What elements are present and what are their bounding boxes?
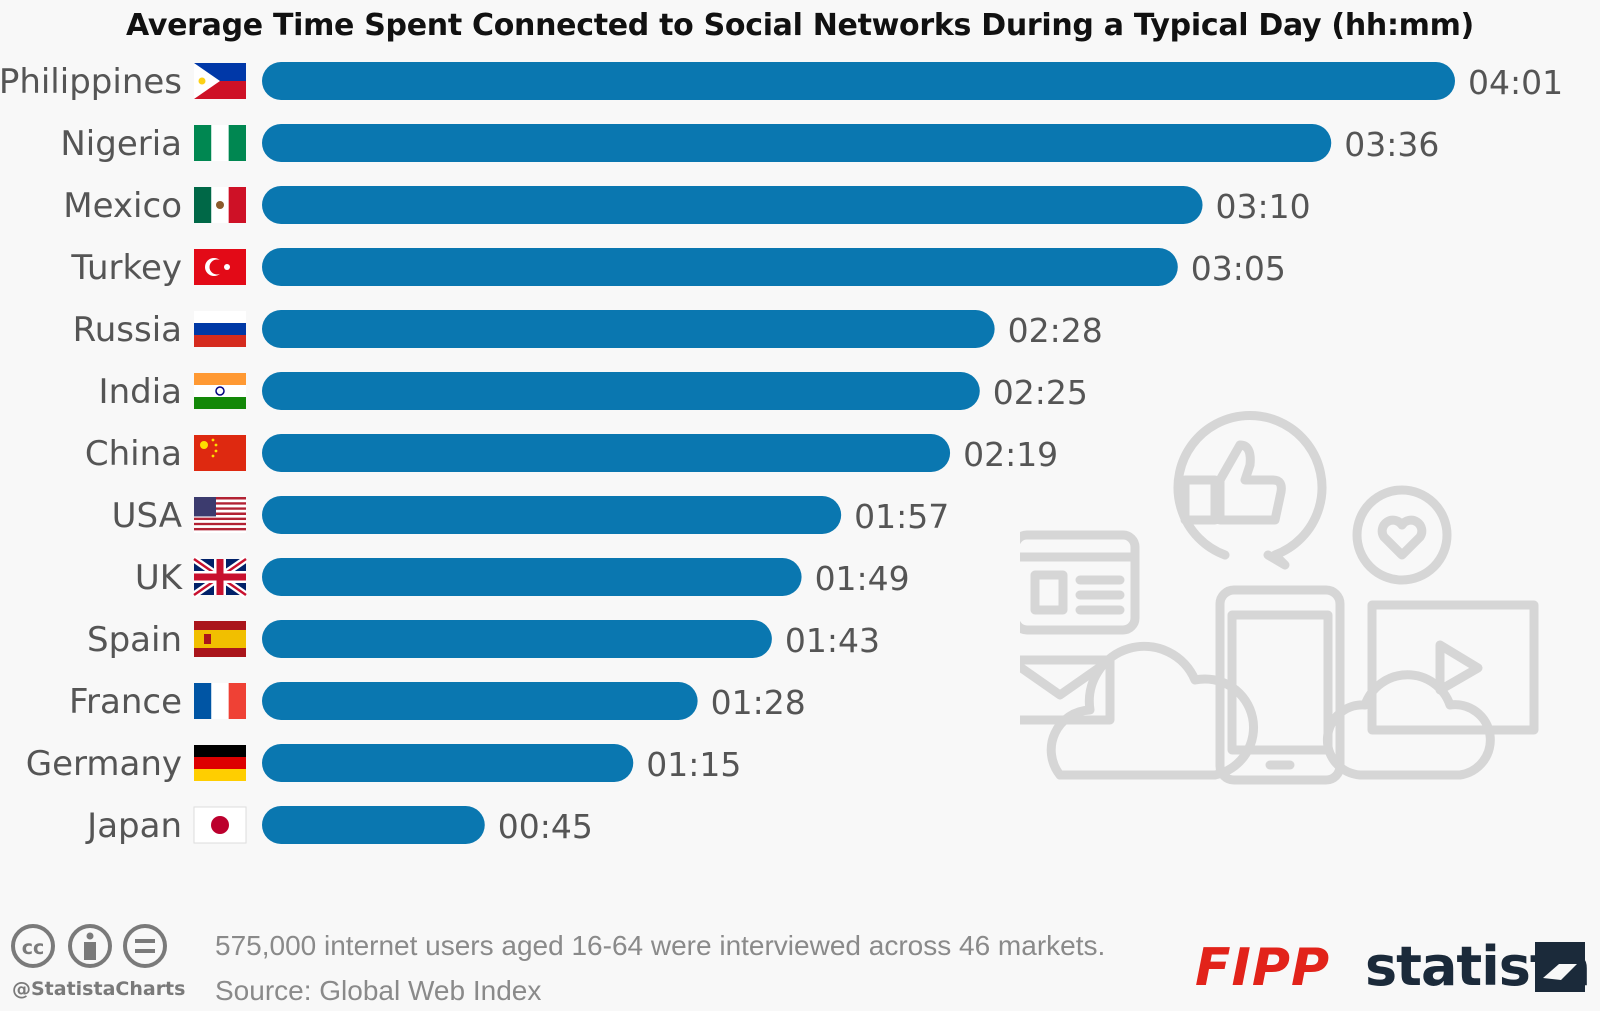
germany-flag	[194, 745, 246, 781]
value-label: 04:01	[1468, 63, 1563, 102]
value-label: 01:28	[711, 683, 806, 722]
survey-note: 575,000 internet users aged 16-64 were i…	[215, 930, 1106, 961]
value-label: 03:36	[1344, 125, 1439, 164]
fipp-logo: FIPP	[1195, 938, 1331, 998]
value-label: 01:43	[785, 621, 880, 660]
category-label: Nigeria	[60, 124, 182, 164]
value-label: 02:25	[993, 373, 1088, 412]
bar	[262, 806, 485, 844]
cc-icon: cc	[11, 924, 55, 968]
bar	[262, 558, 802, 596]
bar	[262, 248, 1178, 286]
value-label: 01:15	[646, 745, 741, 784]
category-label: Turkey	[70, 248, 182, 288]
category-label: Russia	[73, 310, 182, 350]
category-label: China	[85, 434, 182, 474]
category-label: Germany	[26, 744, 182, 784]
value-label: 03:05	[1191, 249, 1286, 288]
category-label: India	[99, 372, 182, 412]
bar	[262, 682, 698, 720]
philippines-flag	[194, 63, 246, 99]
russia-flag	[194, 311, 246, 347]
social-media-illustration	[1020, 411, 1539, 785]
source-note: Source: Global Web Index	[215, 975, 542, 1006]
thumbs-up-icon	[1173, 411, 1327, 570]
bar	[262, 124, 1332, 162]
attribution-icon	[68, 924, 112, 968]
category-label: Philippines	[0, 62, 182, 102]
category-label: France	[69, 682, 182, 722]
spain-flag	[194, 621, 246, 657]
category-label: Spain	[87, 620, 182, 660]
value-label: 00:45	[498, 807, 593, 846]
bar	[262, 310, 995, 348]
nigeria-flag	[194, 125, 246, 161]
category-label: UK	[135, 558, 184, 598]
value-label: 02:28	[1008, 311, 1103, 350]
bar	[262, 372, 980, 410]
france-flag	[194, 683, 246, 719]
bar-chart: Philippines 04:01 Nigeria 03:36 Mexico 03:10 T…	[0, 62, 1563, 846]
statista-logo-mark	[1535, 942, 1585, 992]
category-label: Mexico	[63, 186, 182, 226]
bar	[262, 186, 1203, 224]
bar	[262, 620, 772, 658]
value-label: 02:19	[963, 435, 1058, 474]
twitter-handle: @StatistaCharts	[12, 978, 186, 1000]
china-flag	[194, 435, 246, 471]
bar	[262, 744, 634, 782]
browser-icon	[1020, 530, 1140, 635]
cloud-icon	[1046, 641, 1495, 780]
bar	[262, 62, 1455, 100]
mexico-flag	[194, 187, 246, 223]
uk-flag	[192, 556, 248, 598]
bar	[262, 434, 951, 472]
category-label: USA	[112, 496, 182, 536]
bar	[262, 496, 842, 534]
category-label: Japan	[85, 806, 182, 846]
usa-flag	[194, 497, 246, 533]
india-flag	[194, 373, 246, 409]
noderivs-icon	[123, 924, 167, 968]
video-icon	[1367, 600, 1539, 735]
value-label: 01:49	[815, 559, 910, 598]
chart-title: Average Time Spent Connected to Social N…	[126, 8, 1474, 43]
tablet-icon	[1215, 585, 1345, 785]
heart-icon	[1352, 485, 1452, 585]
turkey-flag	[194, 249, 246, 285]
japan-flag	[193, 806, 247, 844]
value-label: 03:10	[1216, 187, 1311, 226]
value-label: 01:57	[854, 497, 949, 536]
svg-text:cc: cc	[22, 937, 45, 959]
license-icons: cc	[11, 924, 167, 968]
